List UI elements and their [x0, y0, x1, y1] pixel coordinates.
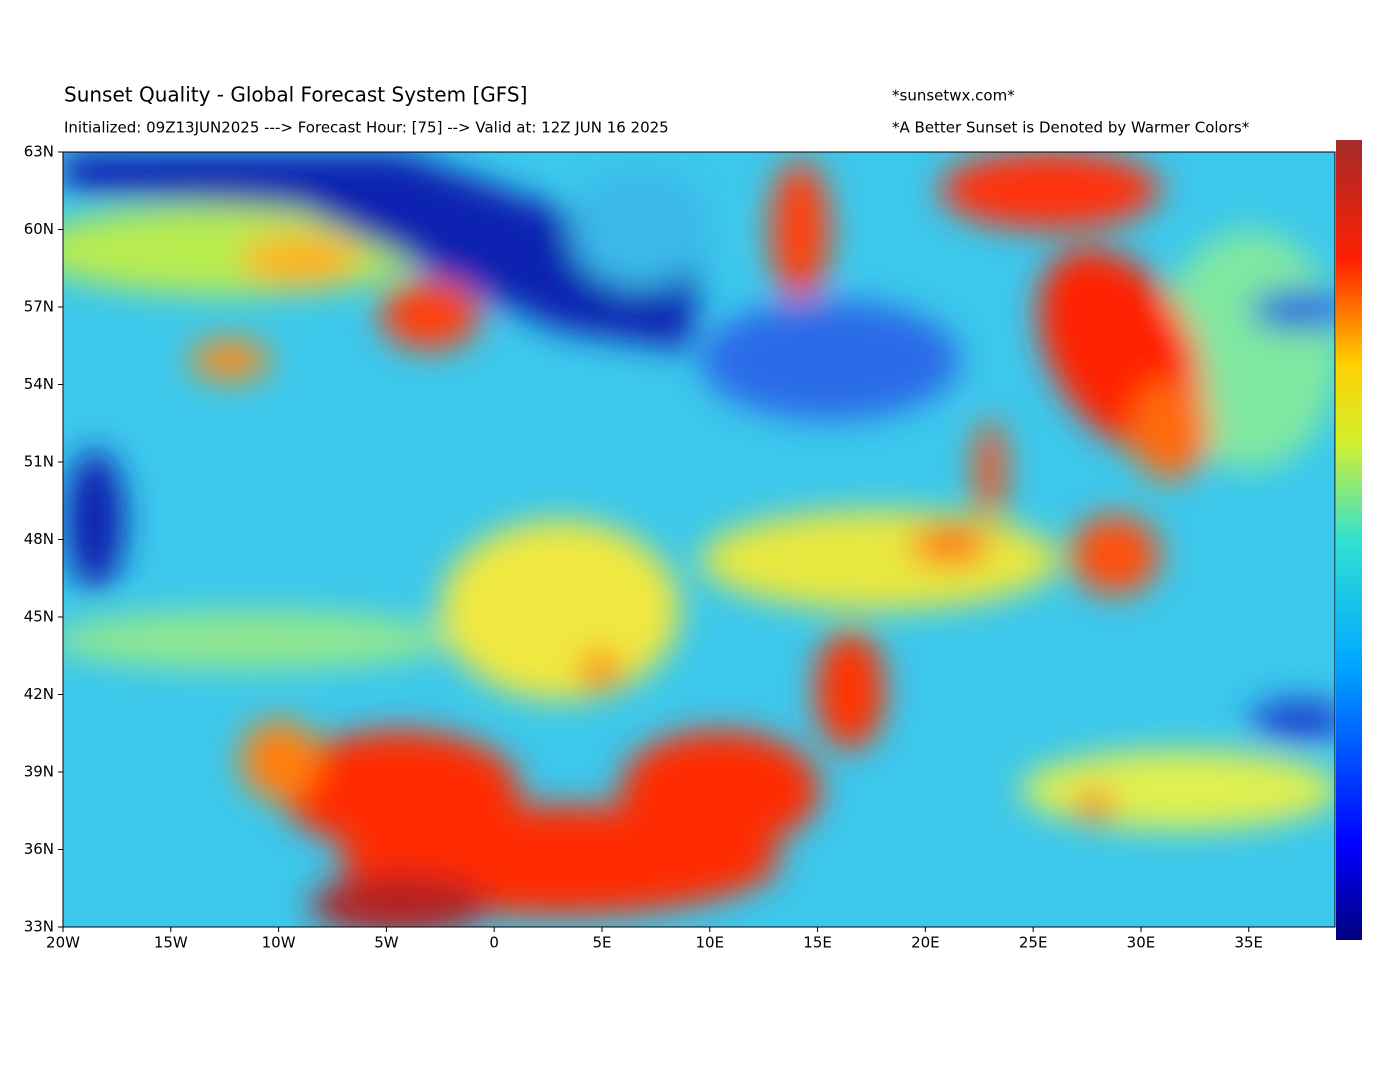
x-tick-label: 5E	[592, 934, 611, 952]
y-tick-label: 45N	[24, 608, 54, 626]
x-tick-label: 30E	[1127, 934, 1156, 952]
x-tick-label: 20W	[46, 934, 80, 952]
map-title: Sunset Quality - Global Forecast System …	[64, 83, 527, 107]
x-tick-label: 20E	[911, 934, 940, 952]
y-tick-label: 36N	[24, 840, 54, 858]
y-tick-label: 63N	[24, 143, 54, 161]
map-subtitle: Initialized: 09Z13JUN2025 ---> Forecast …	[64, 119, 669, 137]
note-label: *A Better Sunset is Denoted by Warmer Co…	[892, 119, 1250, 137]
x-tick-label: 15E	[803, 934, 832, 952]
site-label: *sunsetwx.com*	[892, 87, 1015, 105]
forecast-field	[63, 152, 1335, 927]
y-tick-label: 39N	[24, 763, 54, 781]
y-tick-label: 51N	[24, 453, 54, 471]
x-tick-label: 10E	[695, 934, 724, 952]
x-tick-label: 25E	[1019, 934, 1048, 952]
y-tick-label: 60N	[24, 220, 54, 238]
y-tick-label: 42N	[24, 685, 54, 703]
y-tick-label: 54N	[24, 375, 54, 393]
x-tick-label: 0	[489, 934, 499, 952]
x-tick-label: 5W	[374, 934, 399, 952]
y-tick-label: 57N	[24, 298, 54, 316]
x-tick-label: 15W	[154, 934, 188, 952]
x-tick-label: 10W	[262, 934, 296, 952]
colorbar	[1336, 140, 1362, 940]
y-tick-label: 48N	[24, 530, 54, 548]
x-tick-label: 35E	[1234, 934, 1263, 952]
y-tick-label: 33N	[24, 918, 54, 936]
